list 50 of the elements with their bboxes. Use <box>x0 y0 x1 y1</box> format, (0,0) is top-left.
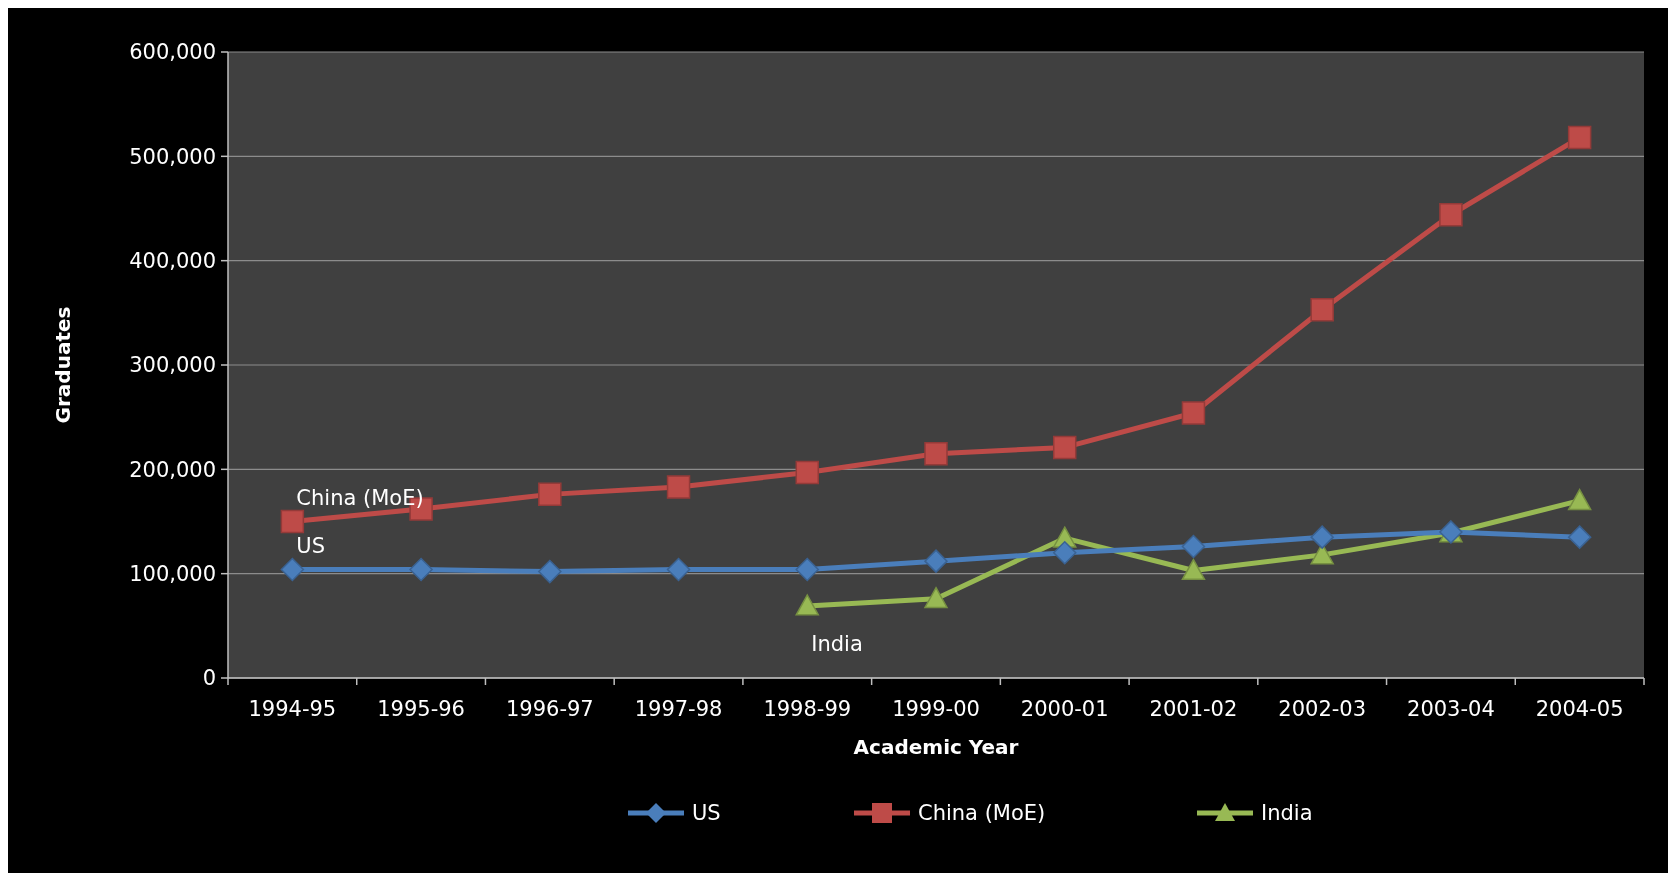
point <box>409 557 433 582</box>
point <box>1567 525 1592 549</box>
point <box>795 594 820 616</box>
point <box>924 549 948 573</box>
point <box>924 586 948 609</box>
point <box>1052 541 1077 565</box>
legend-label: China (MoE) <box>918 801 1046 826</box>
y-tick-label: 600,000 <box>129 40 216 65</box>
point <box>795 557 820 582</box>
point <box>280 557 305 582</box>
point <box>1439 203 1463 227</box>
point <box>538 482 562 507</box>
text: US <box>296 533 326 558</box>
x-tick-label: 2003-04 <box>1407 697 1495 721</box>
point <box>795 460 820 485</box>
point <box>924 441 948 466</box>
y-tick-label: 500,000 <box>129 144 216 169</box>
point <box>1567 488 1592 511</box>
legend-label: US <box>692 801 721 826</box>
x-tick-label: 2000-01 <box>1020 697 1109 721</box>
point <box>1181 558 1206 581</box>
x-tick-label: 1997-98 <box>634 697 723 721</box>
point <box>1310 297 1334 322</box>
point <box>1181 534 1206 559</box>
x-axis-title: Academic Year <box>853 735 1019 759</box>
y-axis-title: Graduates <box>51 306 75 424</box>
x-tick-label: 1995-96 <box>377 697 465 721</box>
y-tick-label: 300,000 <box>129 353 216 378</box>
y-tick-label: 0 <box>202 666 216 691</box>
x-tick-label: 2002-03 <box>1278 697 1367 721</box>
x-tick-label: 1998-99 <box>763 697 852 721</box>
y-tick-label: 400,000 <box>129 249 216 274</box>
point <box>1567 125 1592 150</box>
text: India <box>811 632 863 657</box>
point <box>280 509 305 534</box>
y-tick-label: 100,000 <box>129 562 216 587</box>
point <box>666 557 691 582</box>
x-tick-label: 1996-97 <box>505 697 594 721</box>
point <box>1310 525 1334 549</box>
x-tick-label: 1994-95 <box>248 697 337 721</box>
legend-label: India <box>1261 801 1313 826</box>
x-tick-label: 2004-05 <box>1535 697 1624 721</box>
point <box>1181 401 1206 425</box>
point <box>538 559 562 584</box>
text: China (MoE) <box>296 485 424 510</box>
point <box>666 475 691 499</box>
x-tick-label: 2001-02 <box>1149 697 1238 721</box>
y-tick-label: 200,000 <box>129 457 216 482</box>
x-tick-label: 1999-00 <box>892 697 980 721</box>
point <box>1052 435 1077 460</box>
